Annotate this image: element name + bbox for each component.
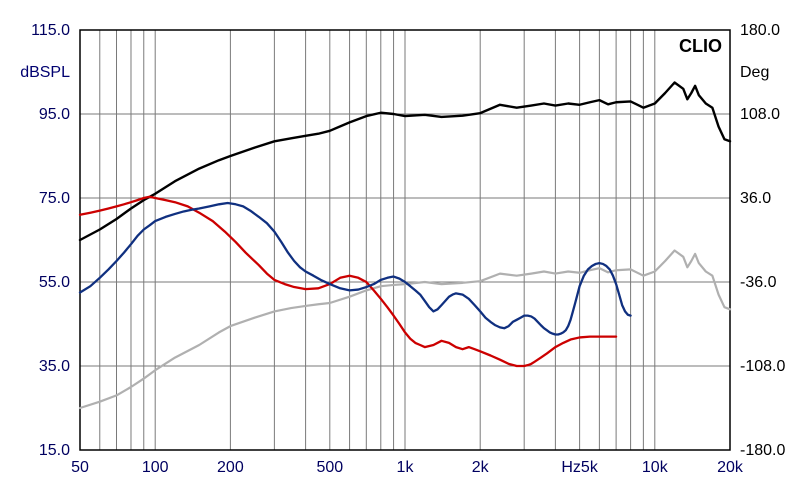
y-right-tick: -180.0: [740, 442, 785, 459]
y-right-unit: Deg: [740, 64, 769, 81]
y-left-tick: 35.0: [39, 358, 70, 375]
y-left-tick: 75.0: [39, 190, 70, 207]
x-tick: 20k: [717, 459, 744, 476]
y-right-tick: -36.0: [740, 274, 777, 291]
x-tick: 1k: [397, 459, 415, 476]
x-tick: Hz5k: [561, 459, 598, 476]
y-right-tick: 180.0: [740, 22, 780, 39]
x-tick: 200: [217, 459, 244, 476]
y-left-unit: dBSPL: [20, 64, 70, 81]
x-tick: 2k: [472, 459, 490, 476]
y-left-tick: 95.0: [39, 106, 70, 123]
y-left-tick: 115.0: [31, 22, 70, 39]
y-right-tick: 36.0: [740, 190, 771, 207]
y-left-tick: 55.0: [39, 274, 70, 291]
x-tick: 10k: [642, 459, 669, 476]
y-right-tick: -108.0: [740, 358, 785, 375]
frequency-response-chart: 15.0 35.0 55.0 75.0 95.0 115.0 dBSPL -180.0 -108…: [0, 0, 800, 504]
x-tick: 500: [316, 459, 343, 476]
x-tick: 50: [71, 459, 89, 476]
y-right-tick: 108.0: [740, 106, 780, 123]
chart-title: CLIO: [679, 36, 722, 56]
y-left-tick: 15.0: [39, 442, 70, 459]
x-tick: 100: [142, 459, 169, 476]
